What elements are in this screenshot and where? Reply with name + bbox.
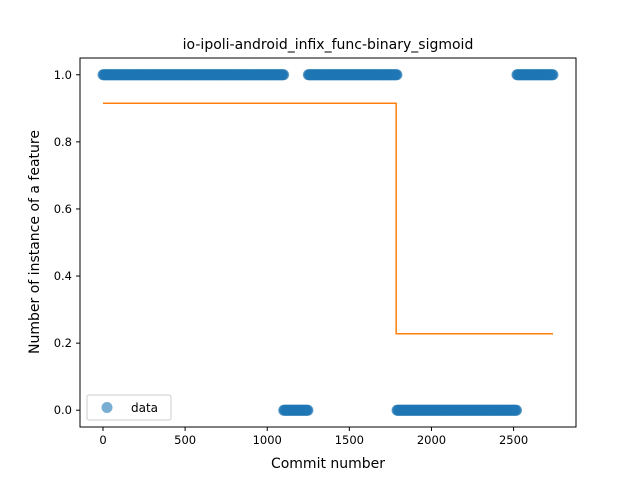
y-ticks: 0.0 0.2 0.4 0.6 0.8 1.0 [54, 68, 80, 417]
legend: data [86, 394, 172, 421]
data-point [391, 69, 403, 81]
x-tick-label: 1500 [335, 433, 364, 447]
legend-label-data: data [131, 401, 158, 415]
y-tick-label: 0.4 [54, 269, 72, 283]
data-point [278, 69, 290, 81]
x-tick-label: 500 [174, 433, 196, 447]
y-tick-label: 0.2 [54, 336, 72, 350]
y-tick-label: 1.0 [54, 68, 72, 82]
series-points [97, 69, 559, 416]
y-tick-label: 0.8 [54, 135, 72, 149]
chart-title: io-ipoli-android_infix_func-binary_sigmo… [183, 37, 474, 53]
x-axis-label: Commit number [271, 456, 385, 472]
plot-frame [79, 57, 577, 428]
legend-marker-data [101, 402, 113, 413]
x-tick-label: 1000 [253, 433, 282, 447]
data-point [302, 404, 314, 416]
x-ticks: 0 500 1000 1500 2000 2500 [99, 427, 528, 447]
x-tick-label: 2500 [499, 433, 528, 447]
fit-line [102, 102, 554, 335]
data-point [547, 69, 559, 81]
x-tick-label: 0 [99, 433, 106, 447]
y-axis-label: Number of instance of a feature [27, 130, 43, 354]
x-tick-label: 2000 [417, 433, 446, 447]
legend-box [86, 394, 172, 421]
series-layer [97, 69, 559, 416]
y-tick-label: 0.6 [54, 202, 72, 216]
y-tick-label: 0.0 [54, 403, 72, 417]
data-point [511, 404, 523, 416]
